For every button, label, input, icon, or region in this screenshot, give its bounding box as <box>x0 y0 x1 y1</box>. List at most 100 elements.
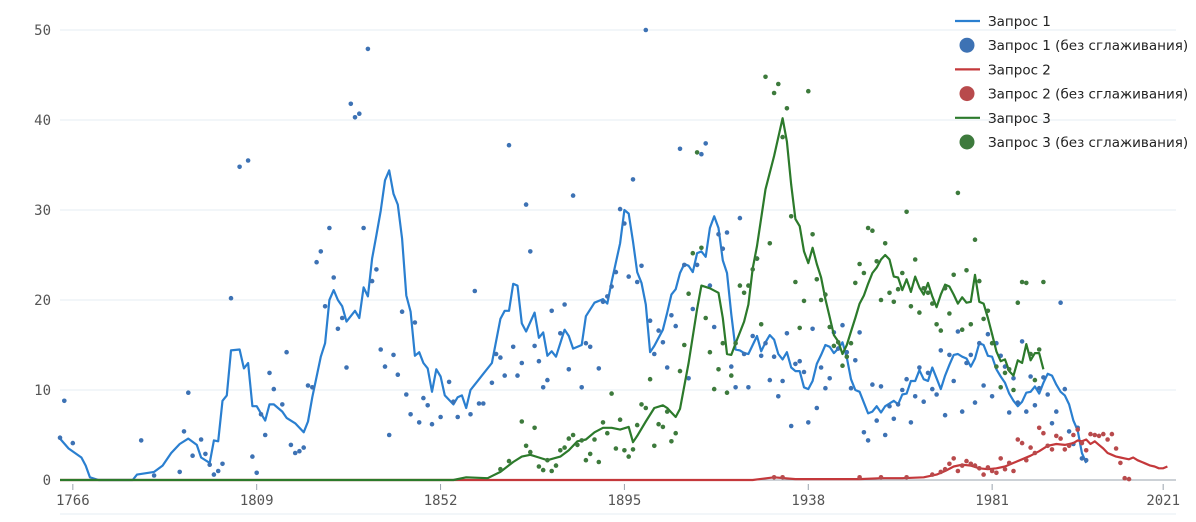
data-point <box>1071 432 1076 438</box>
data-point <box>669 439 674 444</box>
legend-dot-swatch <box>959 37 975 53</box>
data-point <box>1045 443 1050 449</box>
data-point <box>882 241 888 246</box>
data-point <box>451 399 456 405</box>
data-point <box>784 331 790 336</box>
data-point <box>1024 409 1029 414</box>
data-point <box>1105 437 1110 442</box>
data-point <box>562 302 567 307</box>
data-point <box>848 340 854 346</box>
data-point <box>1006 410 1012 415</box>
data-point <box>348 101 354 107</box>
data-point <box>549 468 554 474</box>
data-point <box>921 399 926 405</box>
data-point <box>827 324 832 330</box>
data-point <box>600 299 606 305</box>
data-point <box>1019 279 1025 285</box>
data-point <box>733 385 738 390</box>
legend-item[interactable]: Запрос 2 (без сглаживания) <box>959 86 1189 103</box>
legend-item[interactable]: Запрос 1 (без сглаживания) <box>959 37 1189 55</box>
data-point <box>549 308 554 314</box>
data-point <box>703 141 708 146</box>
data-point <box>801 298 807 304</box>
data-point <box>258 412 264 417</box>
data-point <box>686 291 691 297</box>
data-point <box>1088 431 1093 437</box>
data-point <box>203 451 208 457</box>
data-point <box>532 343 537 349</box>
data-point <box>528 449 533 455</box>
data-point <box>198 437 204 442</box>
data-point <box>489 380 495 386</box>
data-point <box>365 46 371 52</box>
data-point <box>1083 457 1089 463</box>
data-point <box>870 382 875 387</box>
data-point <box>570 193 576 198</box>
data-point <box>951 378 956 384</box>
data-point <box>870 228 875 233</box>
y-tick-label: 50 <box>34 23 51 39</box>
data-point <box>545 377 550 383</box>
data-point <box>758 353 764 359</box>
data-point <box>972 463 978 468</box>
data-point <box>763 340 768 346</box>
data-point <box>763 74 768 80</box>
data-point <box>895 286 901 292</box>
data-point <box>1083 448 1089 453</box>
series-line <box>60 117 1045 482</box>
data-point <box>493 351 499 357</box>
legend-item[interactable]: Запрос 1 <box>955 14 1051 30</box>
data-point <box>934 322 939 327</box>
data-point <box>335 326 341 332</box>
data-point <box>964 458 969 464</box>
data-point <box>959 327 965 333</box>
data-point <box>1015 300 1021 306</box>
legend-item[interactable]: Запрос 3 (без сглаживания) <box>959 134 1189 152</box>
data-point <box>519 419 525 424</box>
data-point <box>968 322 974 327</box>
data-point <box>1011 376 1016 381</box>
data-point <box>634 279 640 285</box>
data-point <box>776 81 781 87</box>
data-point <box>737 283 743 288</box>
data-point <box>575 442 580 448</box>
data-point <box>579 385 584 390</box>
data-point <box>639 402 644 407</box>
data-point <box>1028 351 1033 357</box>
data-point <box>711 324 717 330</box>
legend-item[interactable]: Запрос 2 <box>955 62 1051 78</box>
data-point <box>382 364 388 369</box>
data-point <box>510 344 516 350</box>
data-point <box>1113 446 1119 451</box>
data-point <box>1036 347 1042 352</box>
data-point <box>729 373 734 378</box>
legend-item[interactable]: Запрос 3 <box>955 111 1051 127</box>
data-point <box>823 385 828 391</box>
data-point <box>938 328 944 333</box>
data-point <box>947 461 952 467</box>
data-point <box>955 329 961 334</box>
data-point <box>566 436 572 441</box>
data-point <box>215 468 221 474</box>
data-point <box>690 306 696 312</box>
data-point <box>818 365 824 370</box>
data-point <box>138 438 144 443</box>
data-point <box>412 320 418 325</box>
data-point <box>284 349 289 355</box>
data-point <box>797 358 802 364</box>
data-point <box>754 256 760 261</box>
data-point <box>853 358 858 363</box>
data-point <box>998 456 1003 461</box>
data-point <box>1036 425 1042 431</box>
data-point <box>254 470 259 476</box>
data-point <box>1096 433 1102 439</box>
data-point <box>895 402 901 407</box>
data-point <box>622 221 627 226</box>
data-point <box>515 373 520 378</box>
data-point <box>438 414 443 420</box>
data-point <box>729 364 734 369</box>
data-point <box>583 340 589 346</box>
data-point <box>639 263 644 269</box>
data-point <box>292 450 298 456</box>
